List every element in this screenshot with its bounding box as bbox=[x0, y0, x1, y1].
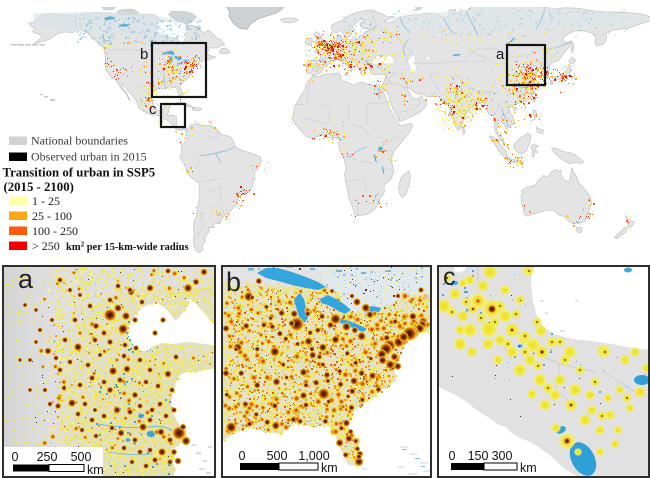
svg-text:500: 500 bbox=[267, 449, 288, 463]
svg-text:0: 0 bbox=[239, 449, 246, 463]
svg-text:km: km bbox=[520, 461, 537, 475]
svg-text:c: c bbox=[443, 263, 456, 291]
svg-text:b: b bbox=[140, 46, 148, 63]
svg-text:1,000: 1,000 bbox=[298, 449, 329, 463]
svg-text:c: c bbox=[149, 101, 157, 118]
svg-text:0: 0 bbox=[12, 450, 19, 464]
svg-text:1 - 25: 1 - 25 bbox=[32, 194, 60, 208]
svg-text:150: 150 bbox=[468, 449, 489, 463]
svg-text:0: 0 bbox=[449, 449, 456, 463]
svg-text:250: 250 bbox=[37, 450, 58, 464]
svg-text:b: b bbox=[226, 267, 241, 297]
svg-text:km: km bbox=[321, 461, 338, 475]
svg-text:Transition of urban in SSP5: Transition of urban in SSP5 bbox=[3, 166, 156, 180]
svg-text:km2 per 15-km-wide radius: km2 per 15-km-wide radius bbox=[66, 241, 189, 254]
svg-text:100 - 250: 100 - 250 bbox=[32, 224, 78, 238]
svg-text:(2015 - 2100): (2015 - 2100) bbox=[4, 180, 74, 194]
svg-text:300: 300 bbox=[492, 449, 513, 463]
svg-text:> 250: > 250 bbox=[32, 239, 60, 253]
svg-text:a: a bbox=[18, 264, 34, 294]
svg-text:Observed urban in 2015: Observed urban in 2015 bbox=[31, 150, 147, 164]
svg-text:National boundaries: National boundaries bbox=[31, 134, 128, 148]
svg-text:25 - 100: 25 - 100 bbox=[32, 209, 72, 223]
svg-text:km: km bbox=[87, 463, 104, 477]
svg-text:a: a bbox=[496, 46, 505, 63]
svg-text:500: 500 bbox=[71, 450, 92, 464]
